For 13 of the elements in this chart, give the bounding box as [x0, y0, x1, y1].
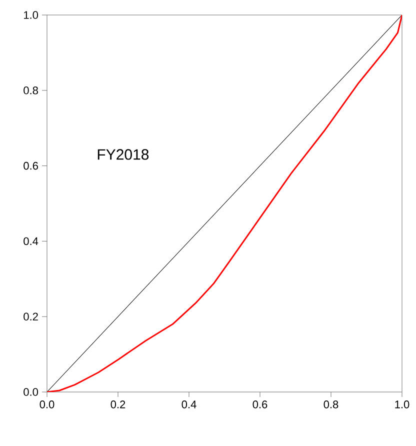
y-tick-label: 0.4 — [24, 237, 38, 246]
y-tick-label: 1.0 — [24, 11, 38, 19]
x-tick-label: 0.4 — [182, 400, 196, 408]
annotation: FY2018 — [98, 149, 149, 160]
x-tick-label: 0.2 — [110, 400, 126, 408]
x-tick-label: 0.8 — [324, 400, 338, 408]
x-tick-label: 0.6 — [252, 400, 268, 408]
y-tick-label: 0.6 — [24, 162, 38, 170]
x-tick-label: 1.0 — [395, 400, 410, 408]
y-tick-label: 0.8 — [24, 86, 38, 94]
y-tick-label: 0.0 — [24, 388, 38, 396]
x-tick-label: 0.0 — [40, 400, 54, 408]
y-tick-label: 0.2 — [24, 312, 38, 320]
